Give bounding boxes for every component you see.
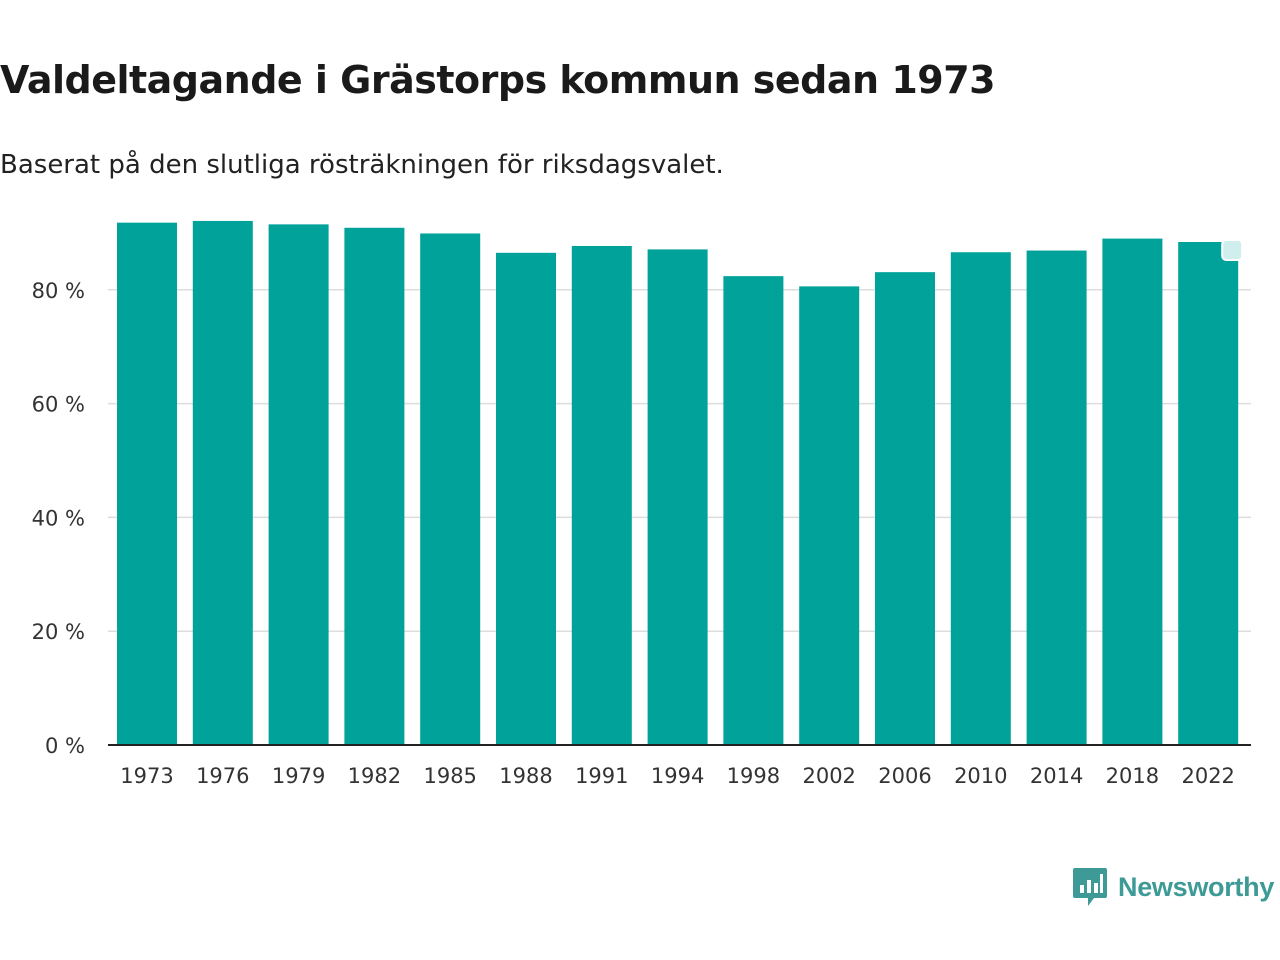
x-tick-label: 1976 (196, 764, 249, 788)
bar-2022[interactable] (1178, 242, 1239, 745)
bar-2006[interactable] (875, 272, 935, 745)
x-tick-label: 1982 (348, 764, 401, 788)
x-tick-label: 2010 (954, 764, 1007, 788)
x-tick-label: 1994 (651, 764, 704, 788)
x-tick-label: 1973 (120, 764, 173, 788)
bar-1973[interactable] (117, 222, 177, 745)
x-tick-label: 1985 (423, 764, 476, 788)
bar-1979[interactable] (268, 224, 329, 746)
newsworthy-logo-icon (1073, 868, 1107, 906)
y-tick-label: 20 % (32, 620, 85, 644)
x-tick-label: 2014 (1030, 764, 1083, 788)
chart-subtitle: Baserat på den slutliga rösträkningen fö… (0, 150, 724, 180)
bar-1976[interactable] (192, 220, 253, 746)
latest-value-marker (1221, 239, 1244, 262)
x-tick-label: 2006 (878, 764, 931, 788)
x-tick-label: 2022 (1181, 764, 1234, 788)
chart-title: Valdeltagande i Grästorps kommun sedan 1… (0, 58, 996, 102)
x-tick-label: 2018 (1106, 764, 1159, 788)
bar-2002[interactable] (799, 286, 860, 745)
bar-1991[interactable] (571, 245, 632, 745)
x-tick-label: 1988 (499, 764, 552, 788)
x-tick-label: 1998 (727, 764, 780, 788)
x-tick-label: 2002 (802, 764, 855, 788)
bar-1985[interactable] (420, 233, 481, 745)
bar-2018[interactable] (1102, 238, 1163, 745)
x-tick-label: 1991 (575, 764, 628, 788)
bar-2014[interactable] (1026, 250, 1087, 745)
newsworthy-brand-name: Newsworthy (1118, 871, 1275, 902)
y-tick-label: 40 % (32, 506, 85, 530)
bar-1998[interactable] (723, 276, 784, 745)
x-tick-label: 1979 (272, 764, 325, 788)
bar-1988[interactable] (496, 252, 556, 745)
bar-2010[interactable] (950, 252, 1011, 745)
y-tick-label: 60 % (32, 393, 85, 417)
newsworthy-logo: Newsworthy (1072, 866, 1274, 908)
bar-1994[interactable] (647, 249, 708, 745)
bar-1982[interactable] (344, 227, 405, 746)
y-tick-label: 80 % (32, 279, 85, 303)
y-tick-label: 0 % (45, 734, 85, 758)
